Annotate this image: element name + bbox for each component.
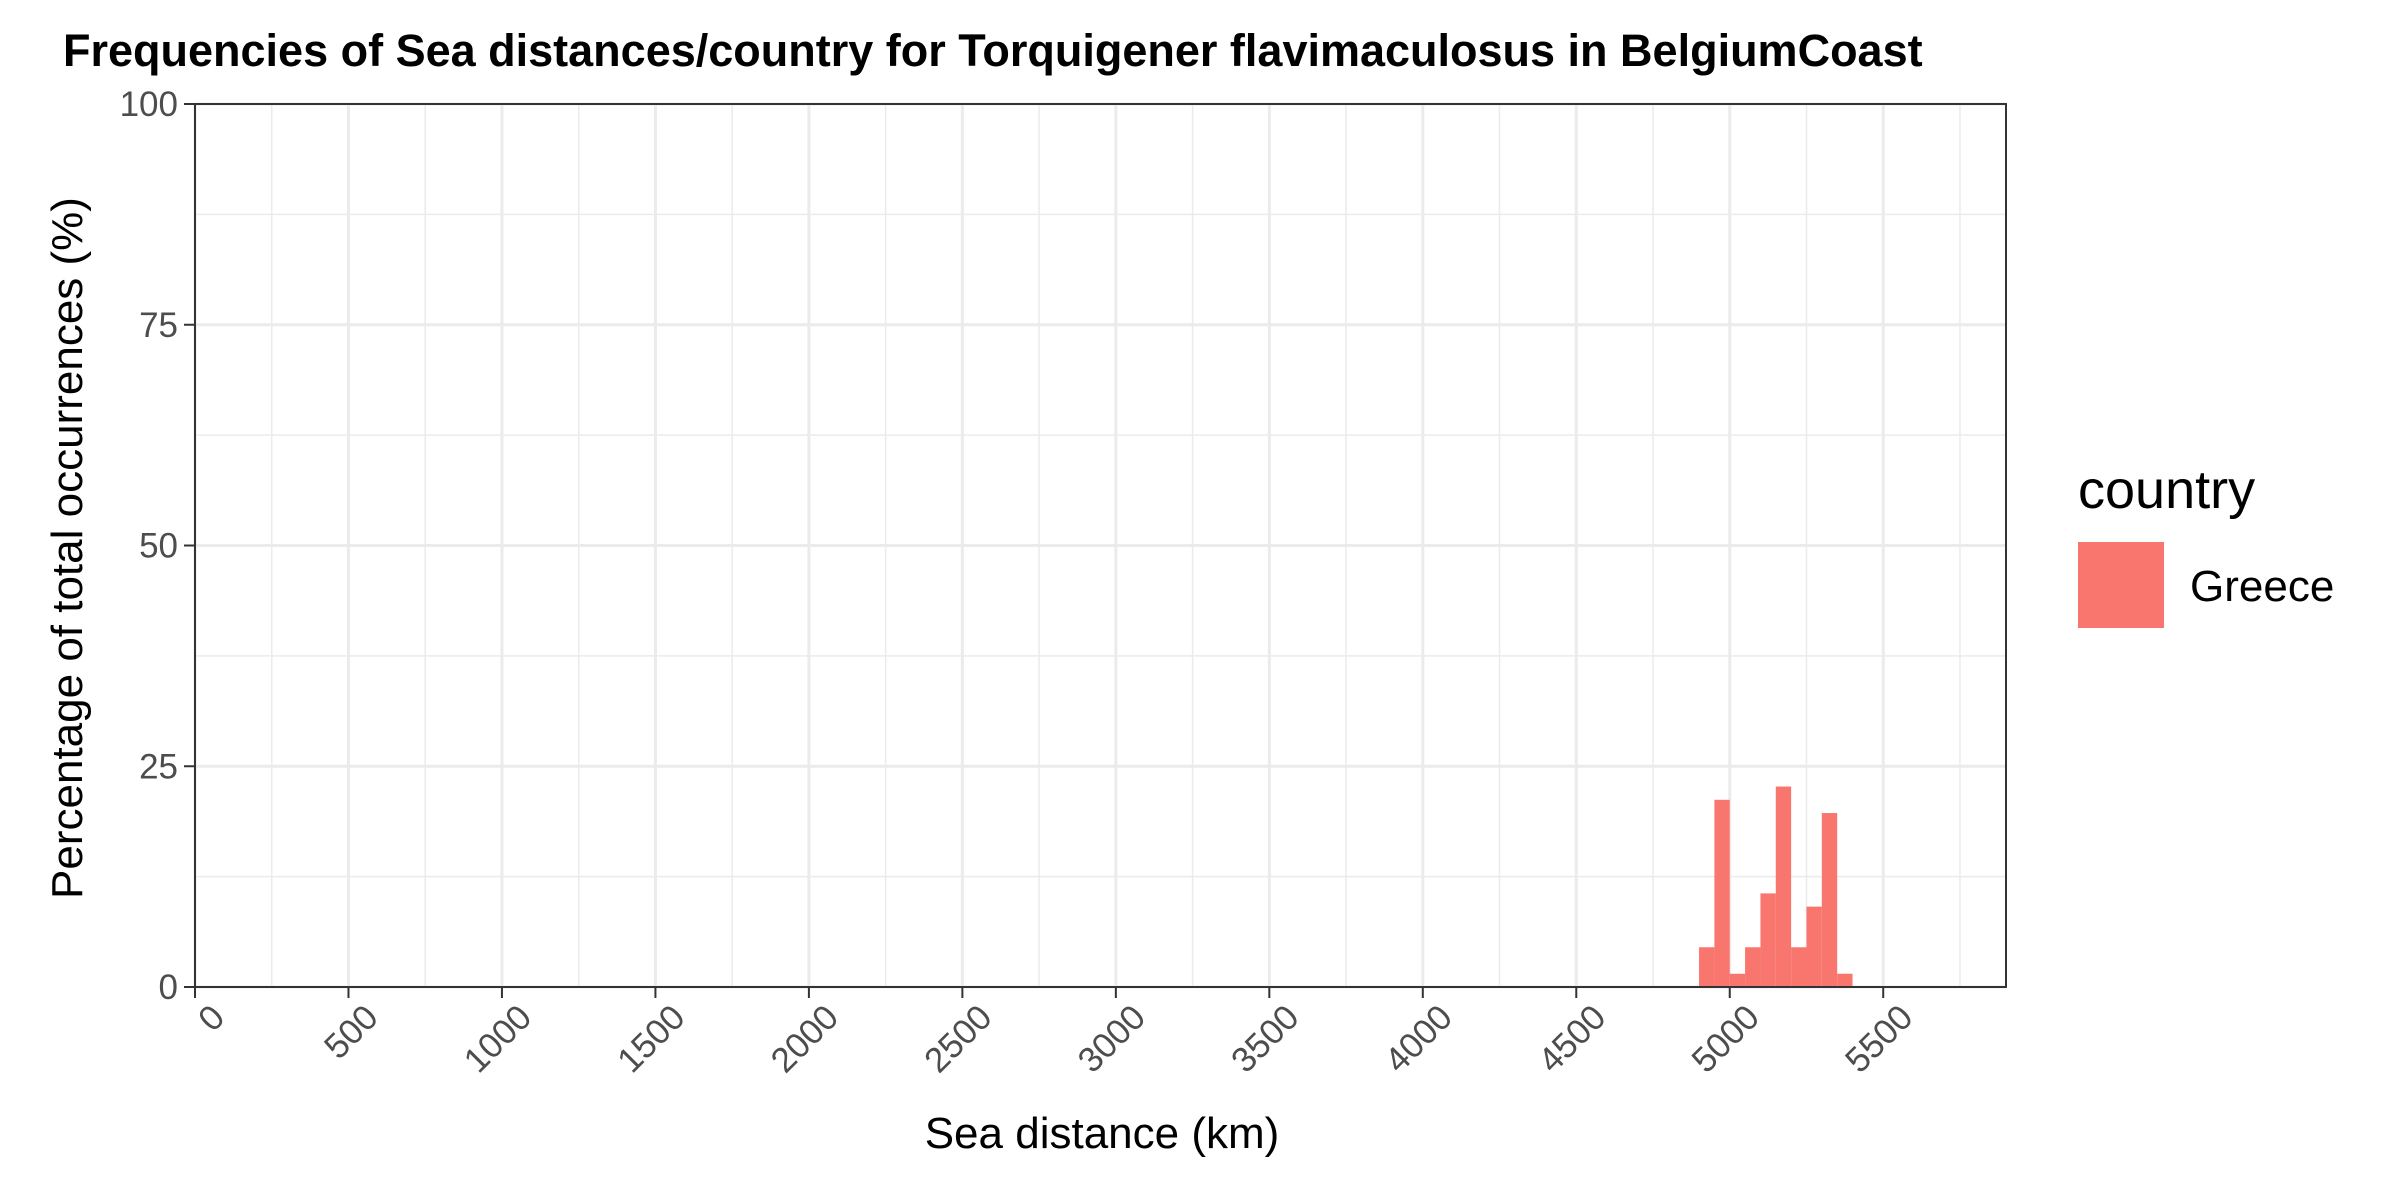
y-tick-label: 100	[120, 85, 178, 124]
y-tick-label: 25	[139, 747, 178, 786]
chart-title: Frequencies of Sea distances/country for…	[63, 25, 1923, 76]
histogram-bar-greece	[1714, 800, 1729, 987]
histogram-bar-greece	[1699, 947, 1714, 987]
histogram-bar-greece	[1730, 974, 1745, 987]
y-tick-label: 50	[139, 527, 178, 566]
y-tick-label: 75	[139, 306, 178, 345]
legend-title: country	[2078, 460, 2255, 520]
histogram-bar-greece	[1776, 787, 1791, 987]
histogram-bar-greece	[1760, 893, 1775, 987]
histogram-bars	[1699, 787, 1852, 987]
histogram-bar-greece	[1745, 947, 1760, 987]
legend-label-greece: Greece	[2190, 562, 2334, 611]
histogram-bar-greece	[1806, 907, 1821, 987]
y-tick-label: 0	[159, 968, 178, 1007]
histogram-bar-greece	[1822, 813, 1837, 987]
legend-swatch-greece	[2078, 542, 2164, 628]
histogram-bar-greece	[1837, 974, 1852, 987]
y-axis-title: Percentage of total occurrences (%)	[43, 197, 92, 899]
x-axis-title: Sea distance (km)	[925, 1109, 1280, 1158]
histogram-bar-greece	[1791, 947, 1806, 987]
